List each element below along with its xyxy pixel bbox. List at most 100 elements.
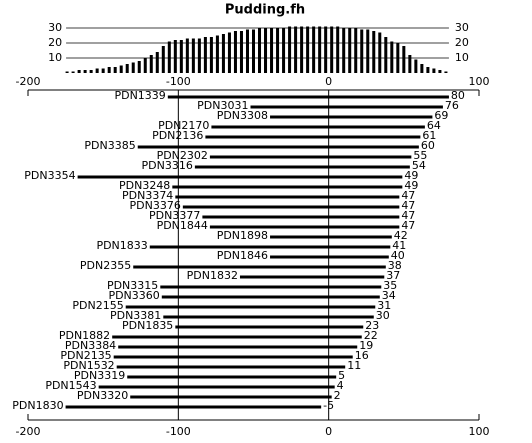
value-label: 47 bbox=[401, 219, 415, 232]
bar-label: PDN3377 bbox=[149, 209, 200, 222]
histogram-bar bbox=[65, 71, 69, 73]
value-label: 60 bbox=[421, 139, 435, 152]
bar bbox=[130, 395, 332, 399]
histogram-bar bbox=[233, 31, 237, 73]
value-label: 61 bbox=[422, 129, 436, 142]
histogram-bar bbox=[306, 26, 310, 73]
bar bbox=[127, 375, 337, 379]
bar bbox=[194, 165, 410, 169]
bar bbox=[270, 115, 433, 119]
bar bbox=[270, 255, 389, 259]
bar-label: PDN3360 bbox=[108, 289, 159, 302]
value-label: 19 bbox=[359, 339, 373, 352]
y-tick-label: 10 bbox=[455, 51, 469, 64]
y-tick-label: 20 bbox=[455, 36, 469, 49]
histogram-bar bbox=[432, 68, 436, 73]
histogram-bar bbox=[354, 28, 358, 73]
bar-label: PDN1830 bbox=[12, 399, 63, 412]
bar bbox=[175, 195, 400, 199]
chart-title: Pudding.fh bbox=[225, 3, 305, 18]
bar-label: PDN3320 bbox=[77, 389, 128, 402]
bar-label: PDN3385 bbox=[84, 139, 135, 152]
bar-label: PDN3376 bbox=[130, 199, 181, 212]
histogram-bar bbox=[77, 70, 81, 73]
histogram-bar bbox=[396, 43, 400, 73]
x-tick-label: -200 bbox=[16, 425, 41, 438]
y-tick-label: 30 bbox=[48, 21, 62, 34]
histogram-bar bbox=[95, 68, 99, 73]
histogram-bar bbox=[390, 41, 394, 73]
bar-label: PDN3354 bbox=[24, 169, 75, 182]
value-label: 42 bbox=[394, 229, 408, 242]
value-label: 41 bbox=[392, 239, 406, 252]
bar bbox=[172, 185, 403, 189]
value-label: 31 bbox=[377, 299, 391, 312]
histogram-bar bbox=[384, 37, 388, 73]
bar bbox=[211, 125, 425, 129]
value-label: 49 bbox=[404, 179, 418, 192]
bar bbox=[125, 305, 376, 309]
histogram-bar bbox=[414, 59, 418, 73]
value-label: 69 bbox=[434, 109, 448, 122]
histogram-bar bbox=[318, 26, 322, 73]
histogram-bar bbox=[155, 52, 159, 73]
histogram-bar bbox=[282, 28, 286, 73]
histogram-bar bbox=[408, 55, 412, 73]
histogram-bar bbox=[372, 31, 376, 73]
histogram-bar bbox=[402, 46, 406, 73]
histogram-bar bbox=[336, 26, 340, 73]
value-label: 49 bbox=[404, 169, 418, 182]
bar-label: PDN1339 bbox=[114, 89, 165, 102]
histogram-bar bbox=[251, 29, 256, 73]
histogram-bar bbox=[378, 32, 382, 73]
bar-label: PDN1532 bbox=[63, 359, 114, 372]
bar bbox=[202, 215, 400, 219]
value-label: 80 bbox=[451, 89, 465, 102]
value-label: 5 bbox=[338, 369, 345, 382]
bar bbox=[118, 345, 358, 349]
bar bbox=[239, 275, 385, 279]
bar-label: PDN2170 bbox=[158, 119, 209, 132]
value-label: 40 bbox=[391, 249, 405, 262]
bar bbox=[182, 205, 400, 209]
bar bbox=[149, 245, 391, 249]
histogram-bar bbox=[209, 37, 213, 73]
bar bbox=[270, 235, 392, 239]
bar-label: PDN2355 bbox=[80, 259, 131, 272]
value-label: 34 bbox=[382, 289, 396, 302]
value-label: 37 bbox=[386, 269, 400, 282]
bar bbox=[113, 355, 353, 359]
bar-label: PDN3316 bbox=[142, 159, 193, 172]
value-label: 16 bbox=[355, 349, 369, 362]
bar bbox=[98, 385, 335, 389]
histogram-bar bbox=[185, 38, 189, 73]
histogram-bar bbox=[125, 64, 129, 73]
histogram-bar bbox=[143, 58, 147, 73]
bar-label: PDN2136 bbox=[152, 129, 203, 142]
histogram-bar bbox=[173, 40, 177, 73]
bar bbox=[137, 145, 419, 149]
histogram-bar bbox=[179, 40, 183, 73]
histogram-bar bbox=[71, 71, 75, 73]
histogram-bar bbox=[131, 62, 135, 73]
histogram-bar bbox=[89, 70, 93, 73]
value-label: 4 bbox=[337, 379, 344, 392]
histogram-bar bbox=[366, 29, 370, 73]
bar bbox=[167, 95, 449, 99]
histogram-bar bbox=[215, 35, 219, 73]
bar-label: PDN3384 bbox=[65, 339, 116, 352]
value-label: -5 bbox=[323, 399, 334, 412]
bar-label: PDN3381 bbox=[110, 309, 161, 322]
bar bbox=[209, 225, 400, 229]
value-label: 22 bbox=[364, 329, 378, 342]
value-label: 35 bbox=[383, 279, 397, 292]
histogram-bar bbox=[258, 28, 262, 73]
bar-label: PDN3248 bbox=[119, 179, 170, 192]
histogram-bar bbox=[161, 46, 165, 73]
histogram-bar bbox=[288, 26, 292, 73]
bar-label: PDN2302 bbox=[157, 149, 208, 162]
bar bbox=[160, 285, 382, 289]
y-tick-label: 20 bbox=[48, 36, 62, 49]
histogram-bar bbox=[149, 55, 153, 73]
